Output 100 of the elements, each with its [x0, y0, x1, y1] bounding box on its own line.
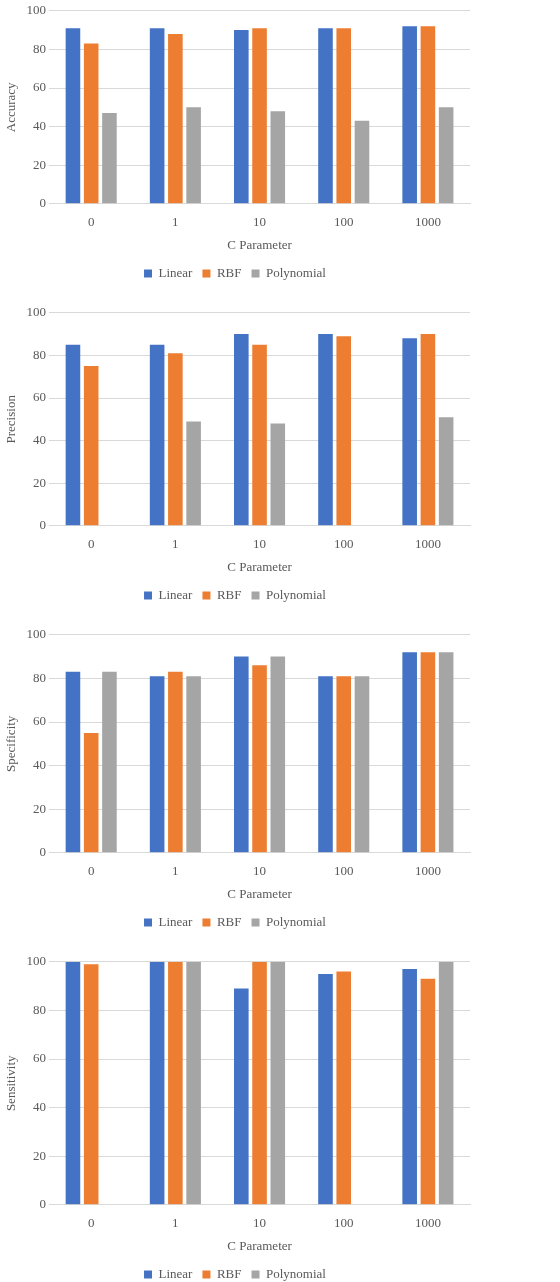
x-tick-label: 1000 — [414, 863, 441, 879]
x-tick-label: 100 — [333, 214, 354, 230]
y-tick-label: 40 — [33, 118, 47, 134]
bar — [234, 656, 249, 853]
bar — [83, 43, 99, 204]
x-tick-label: 0 — [87, 214, 95, 230]
bar — [318, 28, 333, 204]
x-axis-title: C Parameter — [227, 558, 293, 574]
y-tick-label: 100 — [26, 626, 47, 642]
bar — [402, 26, 417, 204]
bar — [252, 665, 267, 853]
y-tick-label: 60 — [33, 389, 47, 405]
bar — [420, 652, 436, 853]
y-tick-label: 80 — [33, 346, 47, 362]
x-tick-label: 1000 — [414, 214, 441, 230]
y-axis-title: Sensitivity — [3, 1054, 19, 1112]
legend-label: Polynomial — [266, 264, 327, 280]
y-tick-label: 20 — [33, 1147, 47, 1163]
bar — [168, 353, 183, 526]
bar — [354, 120, 370, 204]
bar — [234, 30, 249, 204]
legend-label: RBF — [216, 1265, 242, 1281]
bar — [149, 344, 165, 526]
bar — [336, 336, 352, 526]
legend-label: RBF — [216, 586, 242, 602]
y-tick-label: 40 — [33, 1099, 47, 1115]
x-tick-label: 100 — [333, 1215, 354, 1231]
y-tick-label: 40 — [33, 432, 47, 448]
x-tick-label: 1 — [172, 536, 179, 552]
y-tick-label: 100 — [26, 304, 47, 320]
y-tick-label: 100 — [26, 953, 47, 969]
bar — [149, 28, 165, 204]
bar — [168, 33, 183, 204]
x-tick-label: 1 — [172, 863, 179, 879]
x-axis-title: C Parameter — [227, 885, 293, 901]
bar — [318, 973, 333, 1205]
legend-label: Linear — [158, 264, 194, 280]
bar — [402, 652, 417, 853]
y-tick-label: 60 — [33, 1050, 47, 1066]
bar — [65, 28, 81, 204]
y-tick-label: 80 — [33, 1001, 47, 1017]
bar — [83, 964, 99, 1205]
x-tick-label: 1000 — [414, 1215, 441, 1231]
legend-label: Linear — [158, 586, 194, 602]
x-tick-label: 10 — [253, 1215, 267, 1231]
x-tick-label: 10 — [253, 863, 267, 879]
bar — [65, 961, 81, 1205]
y-tick-label: 80 — [33, 40, 47, 56]
y-tick-label: 60 — [33, 713, 47, 729]
bar — [402, 338, 417, 526]
bar — [252, 961, 267, 1205]
legend-label: Linear — [158, 913, 194, 929]
x-tick-label: 10 — [253, 536, 267, 552]
y-tick-label: 20 — [33, 800, 47, 816]
x-tick-label: 0 — [87, 1215, 95, 1231]
x-tick-label: 1 — [172, 1215, 179, 1231]
y-tick-label: 100 — [26, 2, 47, 18]
y-tick-label: 0 — [39, 195, 47, 211]
bar — [168, 961, 183, 1205]
bar — [354, 676, 370, 853]
bar — [186, 421, 201, 526]
bar — [102, 671, 117, 853]
y-axis-title: Precision — [3, 394, 19, 444]
bar — [186, 107, 201, 204]
bar — [168, 671, 183, 853]
bar — [336, 28, 352, 204]
bar — [420, 334, 436, 526]
x-axis-title: C Parameter — [227, 1237, 293, 1253]
bar — [149, 961, 165, 1205]
x-tick-label: 100 — [333, 536, 354, 552]
y-tick-label: 0 — [39, 844, 47, 860]
y-tick-label: 0 — [39, 517, 47, 533]
y-tick-label: 60 — [33, 79, 47, 95]
y-axis-title: Accuracy — [3, 81, 19, 133]
bar — [234, 988, 249, 1205]
legend-label: Polynomial — [266, 913, 327, 929]
bar — [336, 971, 352, 1205]
x-tick-label: 0 — [87, 536, 95, 552]
legend-label: Polynomial — [266, 586, 327, 602]
bar — [65, 344, 81, 526]
bar — [102, 113, 117, 204]
bar — [438, 652, 454, 853]
x-tick-label: 100 — [333, 863, 354, 879]
y-tick-label: 0 — [39, 1196, 47, 1212]
x-tick-label: 0 — [87, 863, 95, 879]
bar — [420, 26, 436, 204]
y-tick-label: 20 — [33, 474, 47, 490]
bar — [438, 417, 454, 526]
x-tick-label: 10 — [253, 214, 267, 230]
bar — [252, 344, 267, 526]
bar — [65, 671, 81, 853]
bar — [420, 978, 436, 1205]
legend-label: RBF — [216, 913, 242, 929]
bar — [83, 366, 99, 526]
bar — [186, 676, 201, 853]
bar — [234, 334, 249, 526]
bar — [438, 107, 454, 204]
legend-label: Linear — [158, 1265, 194, 1281]
legend-label: Polynomial — [266, 1265, 327, 1281]
x-tick-label: 1000 — [414, 536, 441, 552]
